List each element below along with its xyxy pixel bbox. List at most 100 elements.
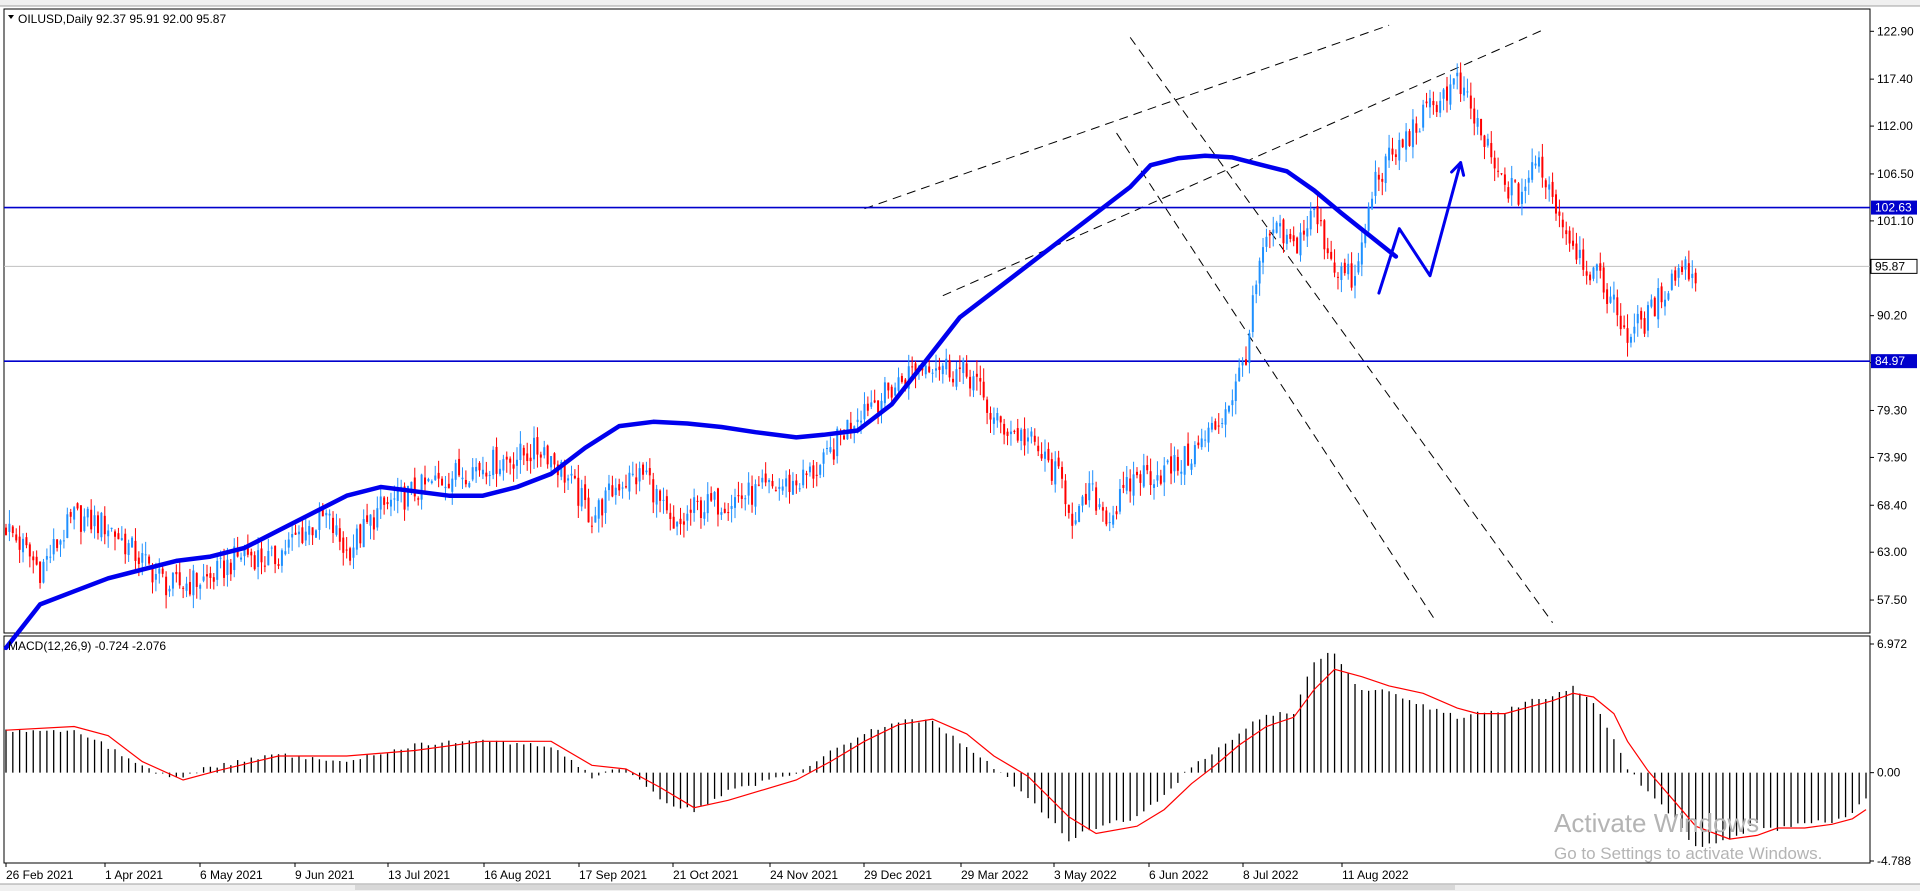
candle-body bbox=[90, 509, 93, 530]
date-tick-label: 24 Nov 2021 bbox=[770, 868, 838, 882]
date-tick-label: 17 Sep 2021 bbox=[579, 868, 647, 882]
candle-body bbox=[1234, 381, 1237, 401]
candle-body bbox=[1602, 267, 1605, 293]
candle-body bbox=[1153, 484, 1156, 488]
candle-body bbox=[1166, 460, 1169, 463]
candle-body bbox=[761, 477, 764, 483]
candle-body bbox=[188, 582, 191, 595]
candle-body bbox=[529, 457, 532, 462]
channel-line-ascending bbox=[864, 24, 1390, 210]
candle-body bbox=[883, 382, 886, 404]
candle-body bbox=[1064, 480, 1067, 505]
date-tick-label: 1 Apr 2021 bbox=[105, 868, 163, 882]
candle-body bbox=[618, 484, 621, 491]
candle-body bbox=[178, 572, 181, 586]
candle-body bbox=[1193, 445, 1196, 465]
candle-body bbox=[1282, 219, 1285, 244]
candle-body bbox=[468, 483, 471, 487]
candle-body bbox=[1439, 100, 1442, 113]
candle-body bbox=[1142, 465, 1145, 487]
candle-body bbox=[699, 500, 702, 519]
watermark-subtitle: Go to Settings to activate Windows. bbox=[1554, 844, 1822, 863]
candle-body bbox=[124, 533, 127, 555]
candle-body bbox=[1292, 235, 1295, 242]
candle-body bbox=[805, 473, 808, 476]
candle-body bbox=[291, 533, 294, 538]
candle-body bbox=[1364, 232, 1367, 244]
candle-body bbox=[1388, 147, 1391, 161]
candle-body bbox=[509, 458, 512, 463]
candle-body bbox=[1354, 276, 1357, 286]
candle-body bbox=[1599, 263, 1602, 271]
candle-body bbox=[710, 493, 713, 501]
forecast-arrow[interactable] bbox=[1377, 161, 1463, 295]
candle-body bbox=[808, 466, 811, 473]
candle-body bbox=[1268, 233, 1271, 236]
candle-body bbox=[1135, 471, 1138, 476]
candle-body bbox=[195, 573, 198, 587]
candle-body bbox=[301, 527, 304, 543]
candle-body bbox=[584, 484, 587, 501]
candle-body bbox=[546, 445, 549, 465]
candle-body bbox=[345, 549, 348, 551]
candle-body bbox=[1200, 438, 1203, 448]
candle-body bbox=[1330, 251, 1333, 259]
candle-body bbox=[720, 512, 723, 515]
candle-body bbox=[62, 540, 65, 542]
candle-body bbox=[519, 443, 522, 461]
candle-body bbox=[563, 465, 566, 483]
candle-body bbox=[652, 479, 655, 503]
candle-body bbox=[1422, 104, 1425, 128]
candle-body bbox=[921, 367, 924, 371]
candle-body bbox=[1667, 293, 1670, 300]
price-tick-label: 79.30 bbox=[1877, 403, 1907, 417]
candle-body bbox=[945, 358, 948, 370]
candle-body bbox=[1445, 86, 1448, 101]
candle-body bbox=[829, 447, 832, 452]
candle-body bbox=[594, 515, 597, 523]
candle-body bbox=[1108, 521, 1111, 523]
level-price-tag-label: 84.97 bbox=[1875, 354, 1905, 368]
date-tick-label: 11 Aug 2022 bbox=[1342, 868, 1409, 882]
candle-body bbox=[406, 485, 409, 507]
candle-body bbox=[1381, 178, 1384, 182]
symbol-menu[interactable]: OILUSD,Daily 92.37 95.91 92.00 95.87 bbox=[8, 12, 226, 26]
candle-body bbox=[815, 474, 818, 476]
horizontal-scrollbar[interactable] bbox=[0, 883, 1920, 891]
candle-body bbox=[498, 468, 501, 475]
macd-tick-label: 6.972 bbox=[1877, 637, 1907, 651]
candle-body bbox=[573, 475, 576, 479]
candle-body bbox=[880, 400, 883, 411]
candle-body bbox=[151, 567, 154, 583]
candle-body bbox=[349, 548, 352, 561]
candle-body bbox=[1463, 87, 1466, 96]
candle-body bbox=[1279, 223, 1282, 227]
candle-body bbox=[45, 556, 48, 560]
candle-body bbox=[175, 571, 178, 575]
candle-body bbox=[297, 531, 300, 535]
candle-body bbox=[1050, 459, 1053, 481]
price-tick-label: 117.40 bbox=[1877, 72, 1913, 86]
candle-body bbox=[430, 481, 433, 484]
candle-body bbox=[1105, 510, 1108, 525]
candle-body bbox=[1214, 421, 1217, 430]
candle-body bbox=[1585, 271, 1588, 276]
candle-body bbox=[1646, 305, 1649, 331]
candle-body bbox=[1248, 333, 1251, 363]
candle-body bbox=[553, 453, 556, 465]
candle-body bbox=[1555, 194, 1557, 214]
candle-body bbox=[182, 587, 185, 589]
candle-body bbox=[1057, 457, 1060, 467]
candle-body bbox=[979, 378, 982, 382]
candle-body bbox=[1575, 243, 1578, 260]
candle-body bbox=[601, 499, 604, 516]
candle-body bbox=[1180, 471, 1183, 474]
candle-body bbox=[240, 557, 243, 560]
scrollbar-thumb[interactable] bbox=[355, 885, 1455, 890]
candle-body bbox=[996, 413, 999, 421]
triangle-down-icon[interactable] bbox=[8, 15, 14, 19]
candle-body bbox=[192, 570, 195, 596]
candle-body bbox=[1612, 294, 1615, 300]
candle-body bbox=[1275, 222, 1278, 233]
